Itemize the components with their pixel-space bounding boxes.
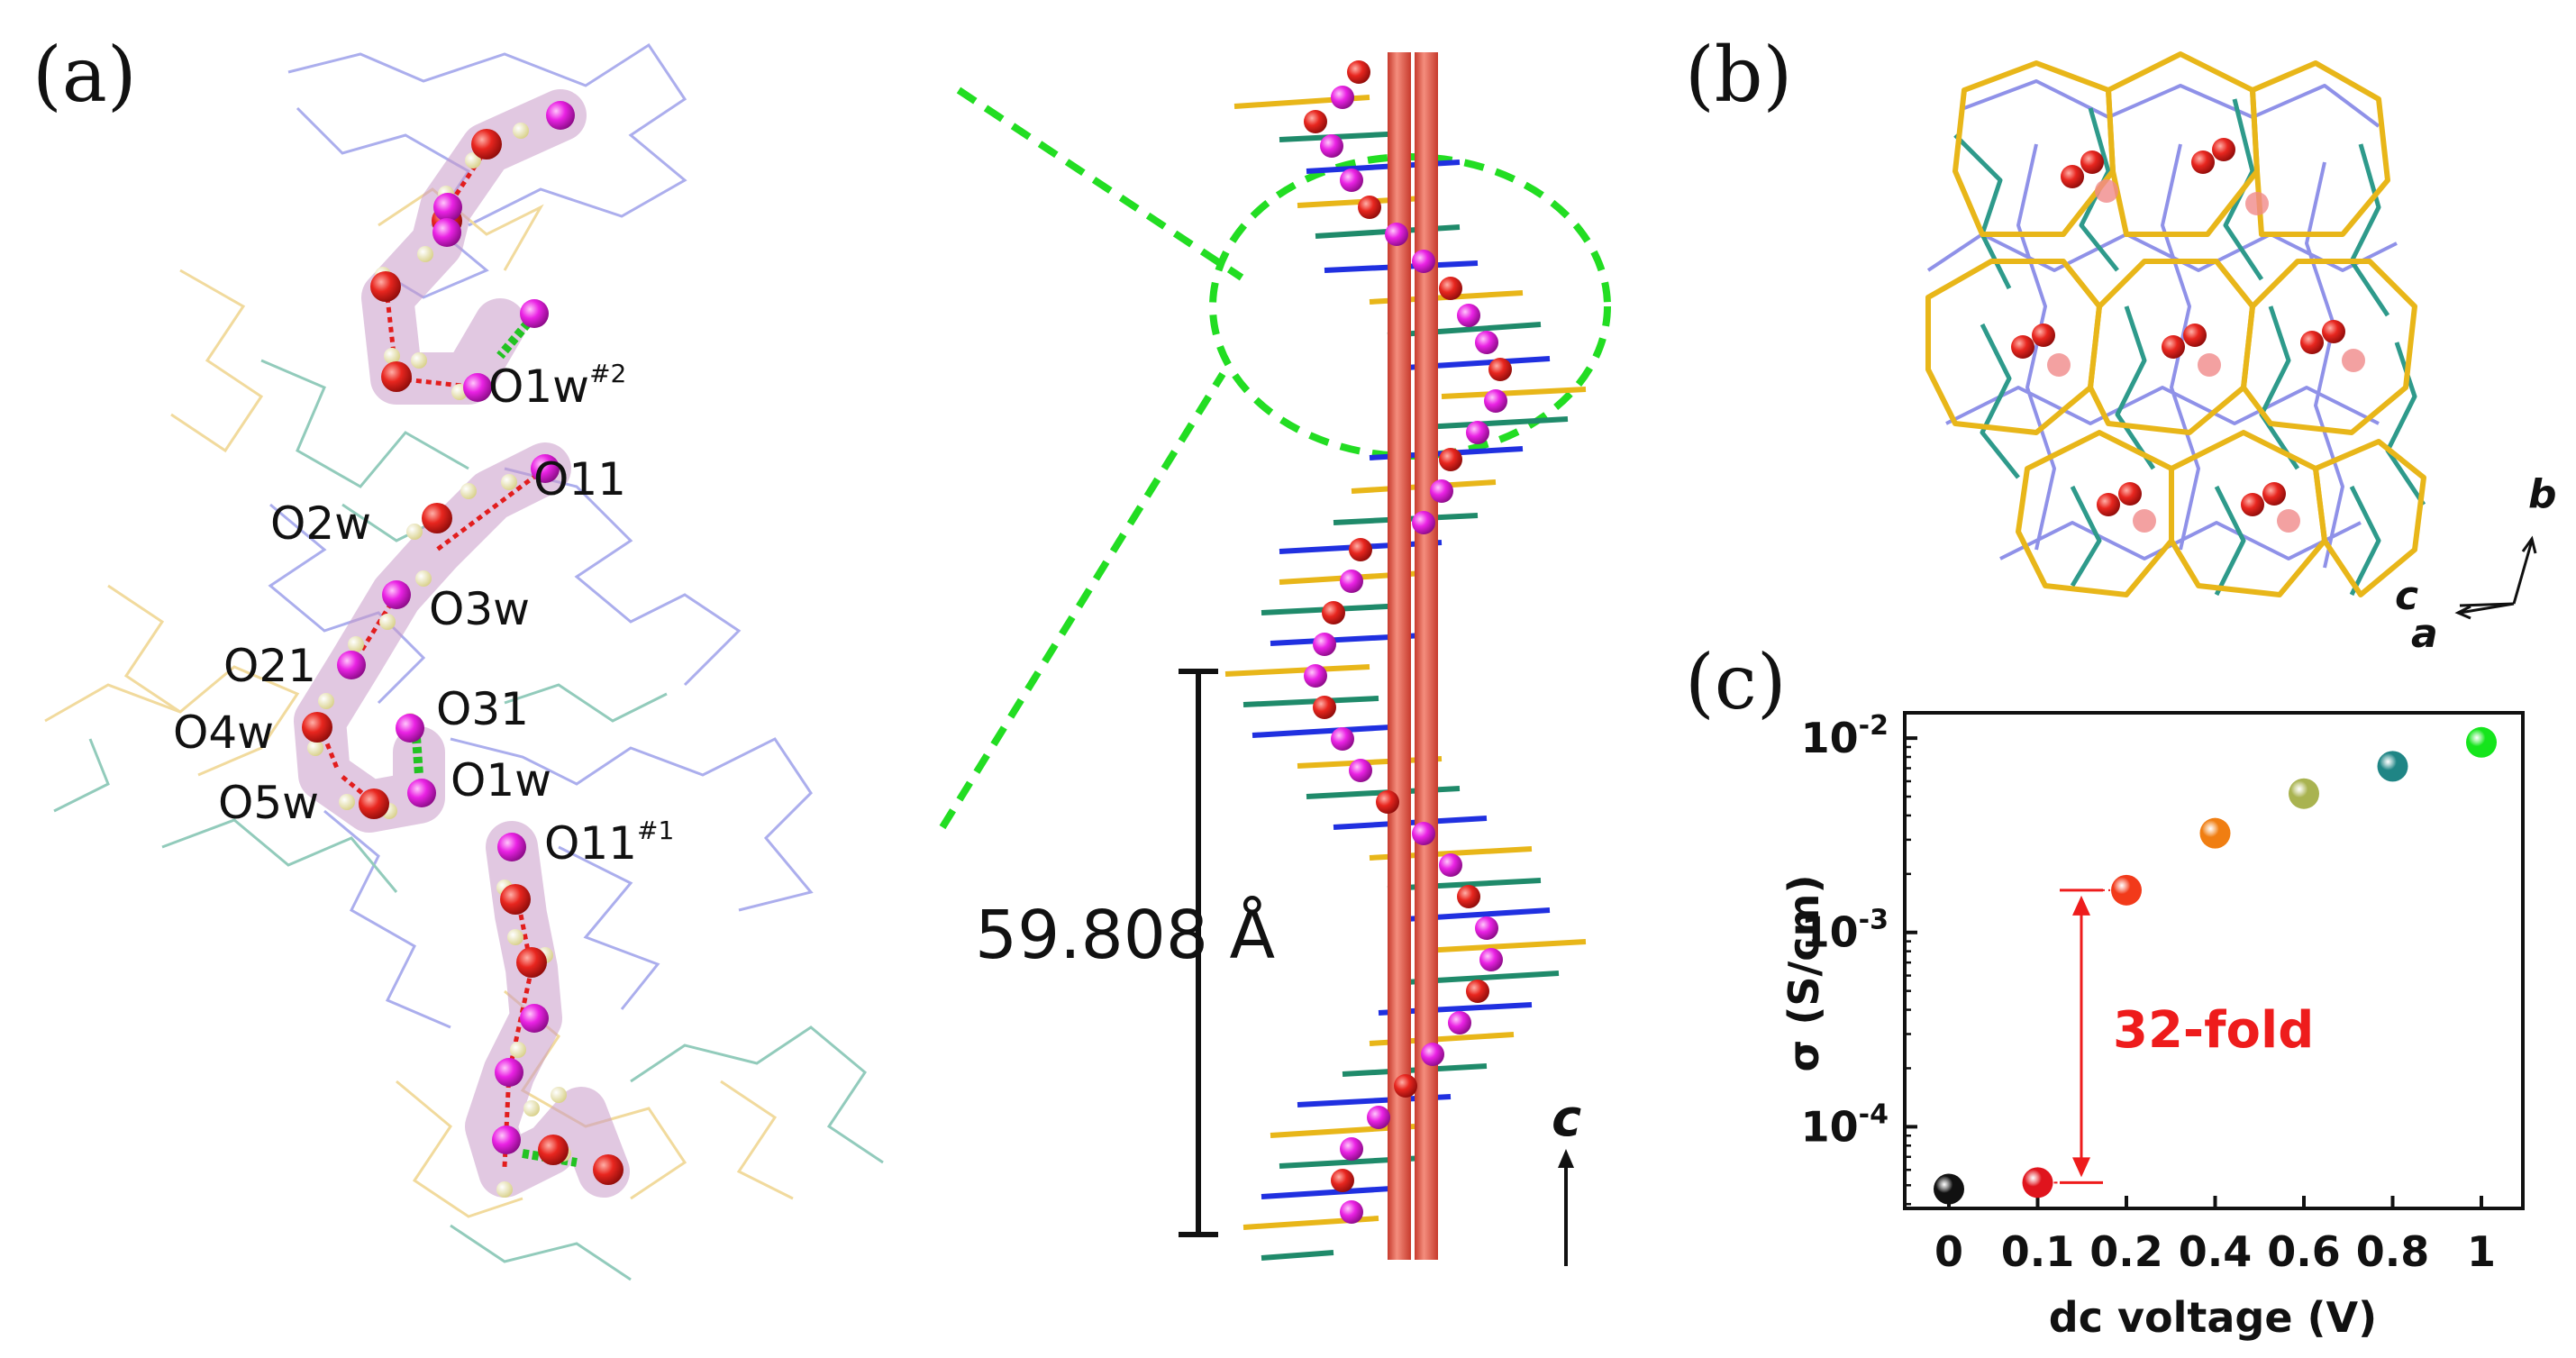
axis-b-label: b	[2528, 471, 2557, 517]
panel-b-label: (b)	[1685, 31, 1792, 119]
atom-label-o1w: O1w	[451, 754, 551, 807]
atom-labels: O1w#2 O11 O2w O3w O21 O31 O4w O1w O5w O1…	[173, 359, 674, 870]
helix-axis-rod-left	[1388, 52, 1411, 1260]
panel-c-label: (c)	[1685, 638, 1787, 726]
ligand-framework-a	[44, 42, 884, 1281]
x-tick-label: 0.6	[2267, 1227, 2341, 1276]
data-point	[2289, 778, 2319, 809]
y-tick-label: 10-3	[1801, 905, 1889, 957]
atom-label-o1w-2: O1w#2	[488, 359, 626, 413]
ligand-oxygens-a	[337, 101, 575, 1154]
atom-label-o2w: O2w	[270, 497, 371, 550]
fold-annotation	[2053, 889, 2110, 1184]
x-ticks: 0 0.1 0.2 0.4 0.6 0.8 1	[1934, 1196, 2496, 1276]
x-tick-label: 0.2	[2089, 1227, 2163, 1276]
data-point	[2466, 726, 2497, 758]
panel-a-label: (a)	[32, 31, 137, 119]
atom-label-o21: O21	[223, 640, 316, 692]
data-points	[1934, 726, 2497, 1205]
zoom-indicator	[939, 87, 1611, 830]
plot-frame	[1903, 711, 2525, 1210]
axis-a-label: a	[2411, 611, 2438, 657]
fold-annotation-label: 32-fold	[2113, 1001, 2314, 1060]
data-point	[2022, 1167, 2053, 1199]
atom-label-o31: O31	[436, 683, 529, 735]
axis-c-label: c	[2395, 573, 2418, 619]
panel-b: (b)	[1685, 31, 2557, 657]
helix-axis-rod-right	[1415, 52, 1438, 1260]
y-ticks: 10-4 10-3 10-2	[1801, 710, 1917, 1206]
data-point	[1934, 1173, 1964, 1205]
data-point	[2111, 874, 2142, 906]
c-axis-arrow: c	[1552, 1089, 1581, 1266]
panel-c: (c) σ (S/cm) dc voltage (V) 10-4 10-3 10-2…	[1685, 638, 2525, 1342]
pore-water-b	[2011, 138, 2365, 533]
pitch-bracket	[1179, 669, 1218, 1237]
orientation-triad	[2454, 535, 2537, 620]
y-tick-label: 10-2	[1801, 710, 1889, 762]
atom-label-o3w: O3w	[429, 583, 530, 635]
x-tick-label: 0.1	[2001, 1227, 2075, 1276]
atom-label-o11: O11	[533, 453, 626, 506]
fold-arrowhead-up	[2072, 895, 2090, 916]
hbond-green-a	[412, 312, 578, 1167]
panel-a: (a)	[32, 31, 884, 1281]
x-tick-label: 1	[2467, 1227, 2496, 1276]
x-tick-label: 0	[1934, 1227, 1963, 1276]
framework-b	[1925, 51, 2426, 597]
zoom-line-top	[956, 87, 1244, 281]
fold-arrowhead-down	[2072, 1157, 2090, 1178]
x-axis-label: dc voltage (V)	[2049, 1293, 2377, 1342]
data-point	[2377, 751, 2408, 782]
x-tick-label: 0.4	[2179, 1227, 2253, 1276]
atom-label-o4w: O4w	[173, 706, 274, 759]
x-tick-label: 0.8	[2356, 1227, 2430, 1276]
zoom-line-bottom	[939, 371, 1226, 830]
atom-label-o5w: O5w	[218, 777, 319, 829]
data-point	[2199, 817, 2231, 849]
y-tick-label: 10-4	[1801, 1098, 1889, 1151]
y-axis-label: σ (S/cm)	[1780, 874, 1828, 1071]
helix-column: 59.808 Å c	[975, 52, 1587, 1266]
atom-label-o11-1: O11#1	[544, 816, 674, 870]
c-axis-label: c	[1552, 1089, 1581, 1148]
helix-atoms	[1304, 60, 1512, 1224]
pitch-label: 59.808 Å	[975, 895, 1275, 974]
